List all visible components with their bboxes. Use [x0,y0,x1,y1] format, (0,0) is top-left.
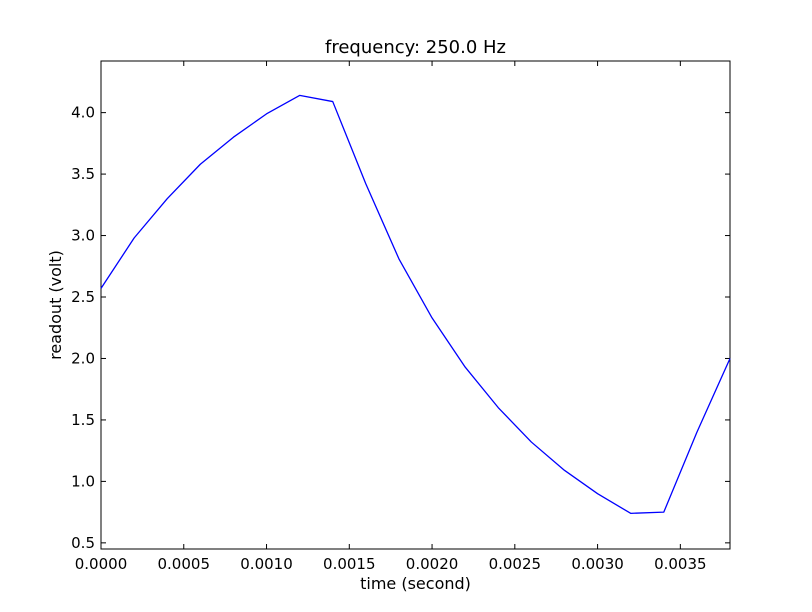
x-tick-label: 0.0005 [158,555,211,573]
y-tick-label: 3.5 [71,165,95,183]
x-axis-title: time (second) [360,574,471,593]
series-layer [100,94,731,514]
x-axis-ticks: 0.0000 0.0005 0.0010 0.0015 0.0020 0.0025 0.00… [75,61,707,573]
y-tick-label: 2.5 [71,288,95,306]
y-tick-label: 2.0 [71,349,95,367]
y-tick-label: 1.5 [71,411,95,429]
y-tick-label: 0.5 [71,534,95,552]
x-tick-label: 0.0035 [654,555,707,573]
plot-area [100,60,731,550]
x-tick-label: 0.0010 [240,555,293,573]
x-tick-label: 0.0000 [75,555,128,573]
x-tick-label: 0.0020 [406,555,459,573]
y-tick-label: 1.0 [71,472,95,490]
y-axis-ticks: 0.5 1.0 1.5 2.0 2.5 3.0 3.5 4.0 [71,104,730,552]
x-tick-label: 0.0015 [323,555,376,573]
y-tick-label: 4.0 [71,104,95,122]
x-tick-label: 0.0030 [571,555,624,573]
chart-title: frequency: 250.0 Hz [325,37,506,58]
series-line [100,94,731,514]
y-axis-title: readout (volt) [46,250,65,360]
x-tick-label: 0.0025 [489,555,542,573]
y-tick-label: 3.0 [71,227,95,245]
